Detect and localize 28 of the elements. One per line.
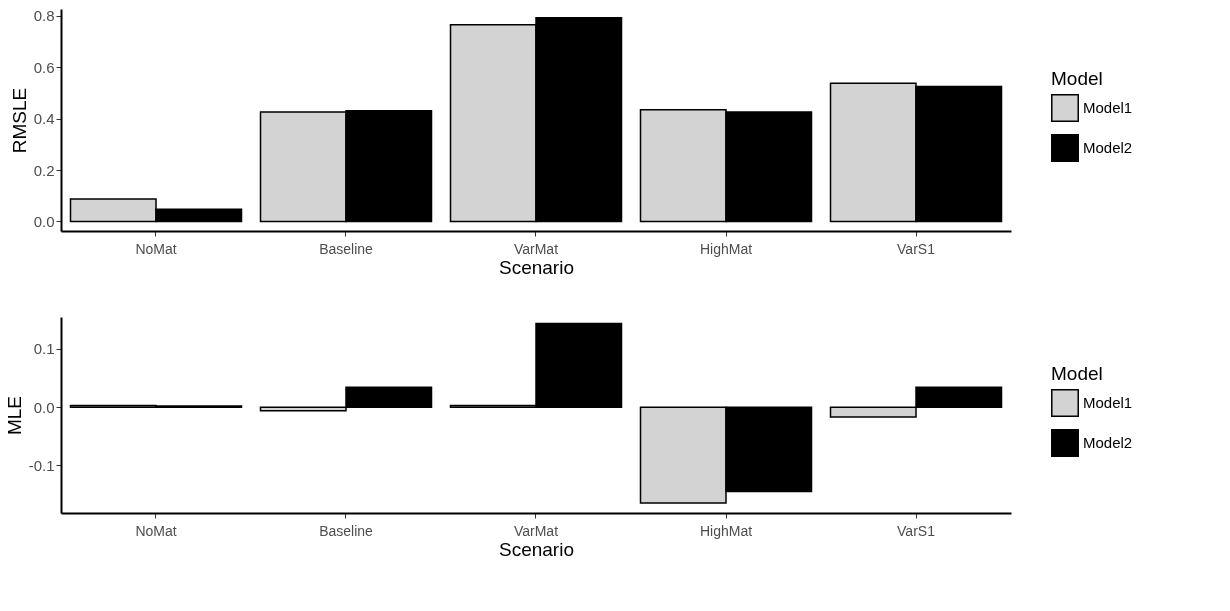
legend-label: Model1 (1083, 99, 1133, 116)
legend-label: Model2 (1083, 434, 1133, 451)
y-tick-label: 0.0 (33, 398, 55, 416)
x-axis-title: Scenario (499, 256, 574, 278)
x-tick-label: VarS1 (897, 240, 936, 257)
y-tick-label: 0.0 (33, 212, 55, 230)
x-tick-label: NoMat (135, 522, 177, 539)
y-tick-label: 0.1 (33, 340, 55, 358)
y-axis-title: MLE (3, 395, 25, 436)
y-tick-label: -0.1 (28, 456, 55, 474)
x-tick-label: VarS1 (897, 522, 936, 539)
legend-title: Model (1051, 363, 1103, 384)
x-tick-label: VarMat (513, 240, 559, 257)
x-tick-label: NoMat (135, 240, 177, 257)
y-axis-title: RMSLE (8, 87, 30, 154)
x-tick-label: HighMat (699, 522, 753, 539)
y-tick-label: 0.2 (33, 161, 55, 179)
x-axis-title: Scenario (499, 538, 574, 560)
x-tick-label: Baseline (319, 240, 374, 257)
legend-label: Model1 (1083, 394, 1133, 411)
legend-label: Model2 (1083, 139, 1133, 156)
x-tick-label: Baseline (319, 522, 374, 539)
x-tick-label: HighMat (699, 240, 753, 257)
x-tick-label: VarMat (513, 522, 559, 539)
y-tick-label: 0.4 (33, 110, 55, 128)
y-tick-label: 0.6 (33, 58, 55, 76)
y-tick-label: 0.8 (33, 7, 55, 25)
legend-title: Model (1051, 68, 1103, 89)
